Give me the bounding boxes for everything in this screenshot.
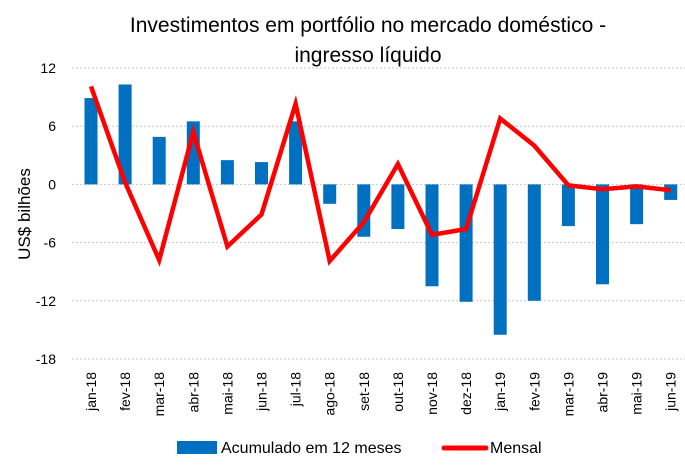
x-tick-label: fev-19 xyxy=(526,372,542,411)
bar xyxy=(118,84,132,185)
y-tick-label: -12 xyxy=(36,293,56,309)
legend-swatch-bar xyxy=(177,441,217,454)
y-tick-label: 12 xyxy=(40,60,56,76)
x-tick-label: mar-19 xyxy=(560,372,576,417)
x-tick-label: abr-18 xyxy=(185,372,201,413)
x-tick-label: fev-18 xyxy=(117,372,133,411)
bar xyxy=(630,184,644,225)
gridlines xyxy=(72,67,685,360)
legend: Acumulado em 12 meses Mensal xyxy=(177,440,542,457)
x-tick-label: mai-18 xyxy=(219,372,235,415)
y-tick-label: -6 xyxy=(44,235,57,251)
x-tick-label: set-18 xyxy=(356,372,372,411)
x-tick-label: abr-19 xyxy=(595,372,611,413)
bar-series xyxy=(84,84,678,335)
x-tick-label: jan-19 xyxy=(492,372,508,412)
x-tick-label: ago-18 xyxy=(322,372,338,416)
x-tick-label: jul-18 xyxy=(288,372,304,407)
x-tick-label: jan-18 xyxy=(83,372,99,412)
x-tick-label: out-18 xyxy=(390,372,406,412)
bar xyxy=(323,184,337,204)
x-axis-ticks: jan-18 fev-18 mar-18 abr-18 mai-18 jun-18 jul-… xyxy=(83,372,679,417)
chart-title-line-1: Investimentos em portfólio no mercado do… xyxy=(130,14,606,37)
y-tick-label: -18 xyxy=(36,351,56,367)
bar xyxy=(561,184,575,227)
x-tick-label: dez-18 xyxy=(458,372,474,415)
bar xyxy=(289,121,303,185)
bar xyxy=(664,184,678,200)
x-tick-label: mai-19 xyxy=(629,372,645,415)
bar xyxy=(391,184,405,230)
bar xyxy=(596,184,609,285)
bar xyxy=(493,184,507,335)
bar xyxy=(255,162,268,185)
y-tick-label: 0 xyxy=(48,176,56,192)
y-tick-label: 6 xyxy=(48,118,56,134)
line-series xyxy=(88,85,671,267)
bar xyxy=(152,136,166,185)
bar xyxy=(459,184,473,302)
y-axis-label: US$ bilhões xyxy=(15,168,34,260)
x-tick-label: jun-19 xyxy=(663,372,679,412)
bar xyxy=(220,160,234,185)
line-path xyxy=(88,85,671,267)
chart-title-line-2: ingresso líquido xyxy=(294,44,441,67)
bar xyxy=(84,98,98,185)
legend-label-line: Mensal xyxy=(490,440,542,457)
x-tick-label: mar-18 xyxy=(151,372,167,417)
x-tick-label: jun-18 xyxy=(254,372,270,412)
y-axis-ticks: 12 6 0 -6 -12 -18 xyxy=(36,60,56,367)
x-tick-label: nov-18 xyxy=(424,372,440,415)
bar xyxy=(527,184,541,301)
legend-label-bar: Acumulado em 12 meses xyxy=(221,440,402,457)
